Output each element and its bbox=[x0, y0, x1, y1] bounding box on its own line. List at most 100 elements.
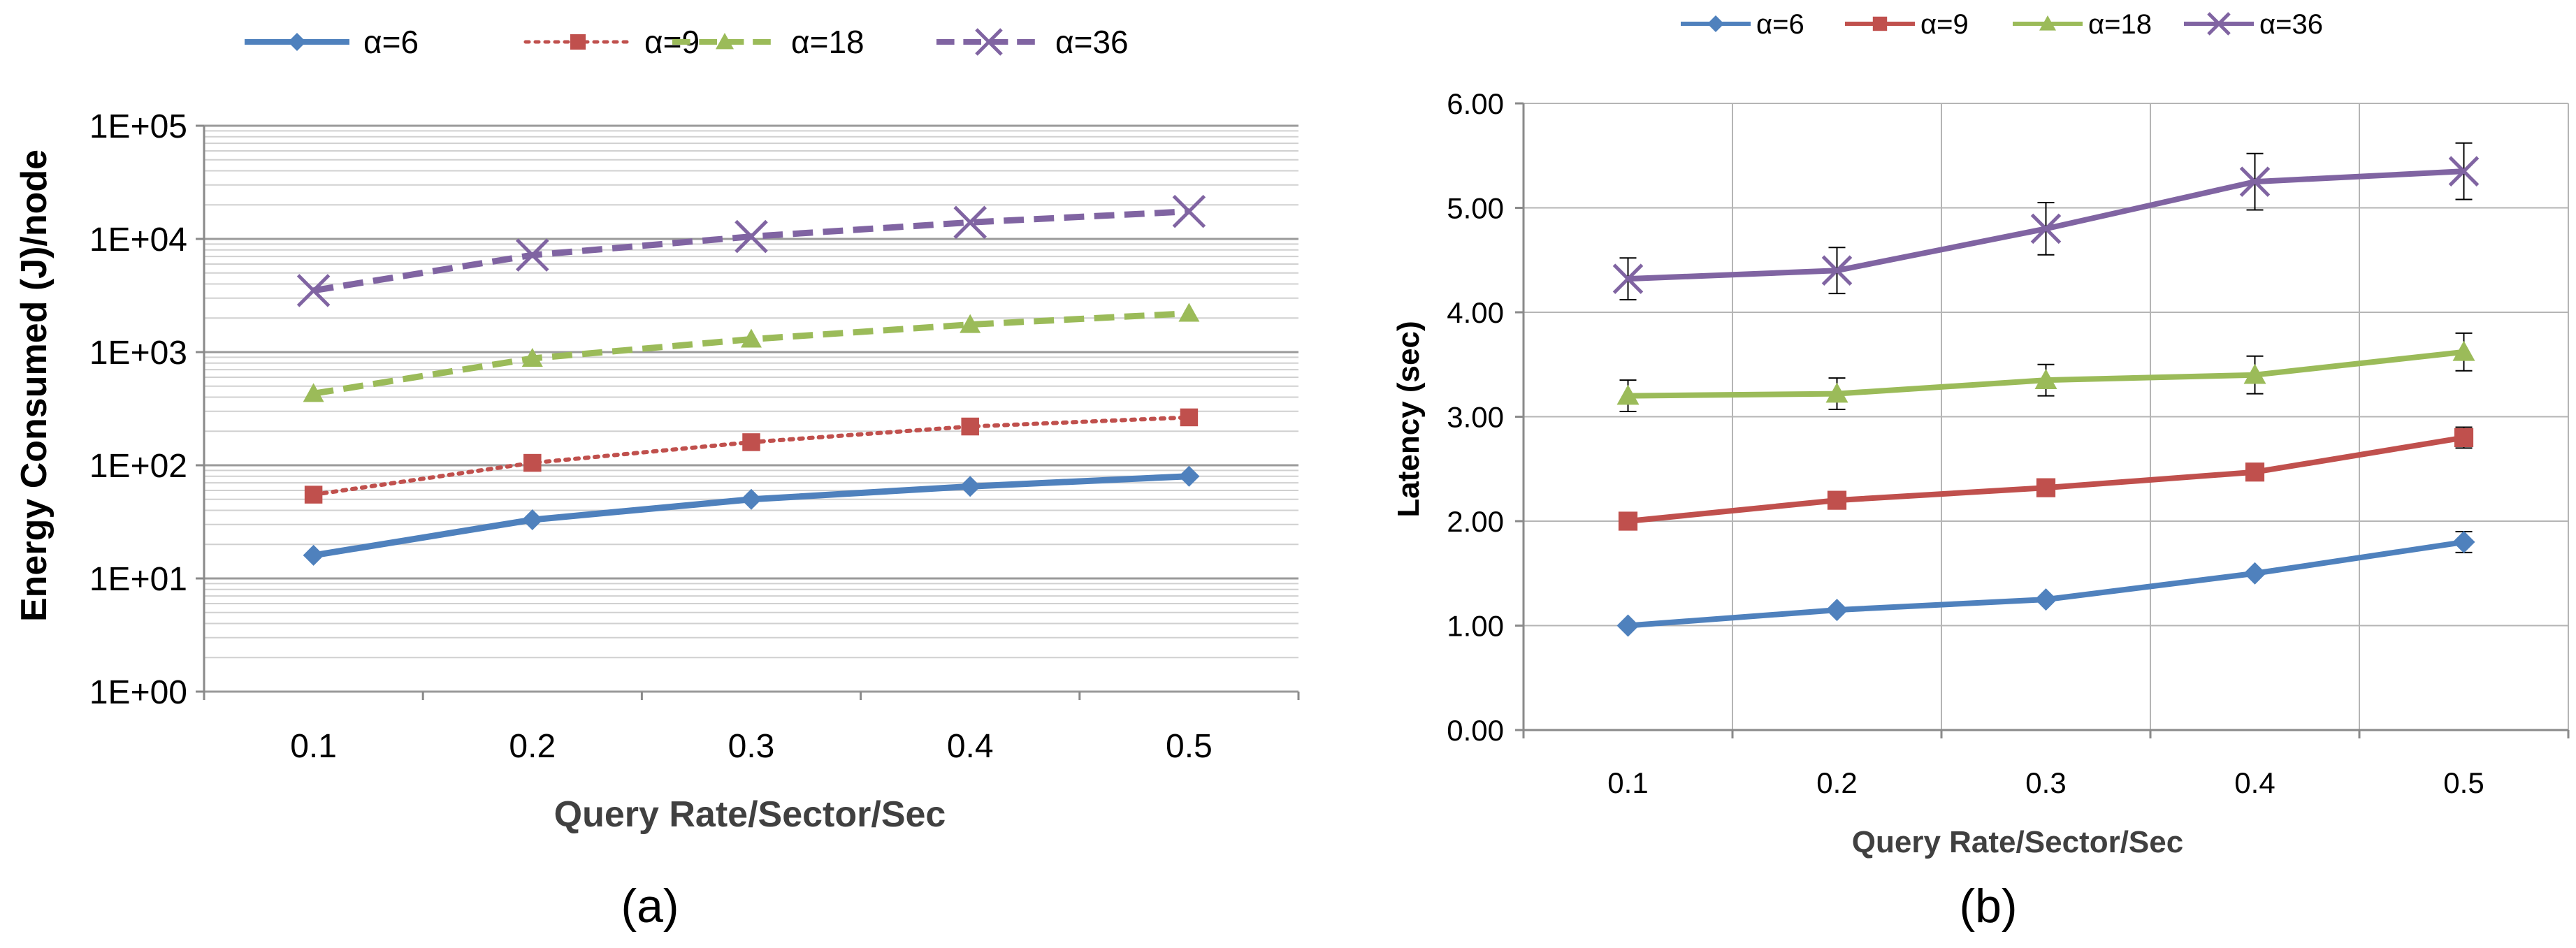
chart-a-data-point-stroke-2 bbox=[735, 219, 768, 254]
chart-a: 1E+00 1E+01 1E+02 1E+03 1E+04 1E+05 0.1 0.2 0.3… bbox=[14, 24, 1300, 933]
chart-a-data-point bbox=[516, 238, 549, 272]
chart-b-data-point bbox=[2036, 478, 2056, 497]
chart-a-x-tick-label: 0.3 bbox=[728, 728, 775, 765]
chart-a-y-tick-label: 1E+04 bbox=[89, 221, 187, 258]
chart-b-series-2 bbox=[1618, 426, 2474, 531]
chart-b-data-point bbox=[1618, 511, 1638, 531]
chart-b-data-point bbox=[2454, 428, 2474, 447]
chart-a-series-3 bbox=[303, 302, 1200, 402]
chart-b-x-tick-label: 0.4 bbox=[2234, 766, 2275, 799]
chart-b-data-point bbox=[2245, 462, 2265, 482]
chart-b-data-point bbox=[2448, 156, 2480, 187]
chart-a-data-point bbox=[1172, 194, 1206, 228]
chart-a-y-tick-label: 1E+01 bbox=[89, 561, 187, 598]
chart-a-x-tick-label: 0.1 bbox=[290, 728, 337, 765]
chart-b-y-axis-label: Latency (sec) bbox=[1391, 321, 1426, 517]
chart-a-y-tick-label: 1E+03 bbox=[89, 335, 187, 372]
chart-a-legend-label: α=6 bbox=[363, 24, 419, 60]
chart-a-legend-marker-stroke-2 bbox=[975, 28, 1003, 56]
chart-b-panel-label: (b) bbox=[1959, 880, 2017, 933]
chart-b-legend-item: α=18 bbox=[2013, 9, 2152, 40]
chart-a-series-2 bbox=[304, 408, 1199, 504]
chart-a-data-point bbox=[303, 383, 324, 402]
chart-a-data-point bbox=[521, 347, 543, 367]
chart-a-data-point bbox=[742, 433, 760, 451]
chart-a-data-point bbox=[960, 476, 981, 497]
chart-a-legend-item: α=6 bbox=[245, 24, 419, 60]
chart-a-x-axis-label: Query Rate/Sector/Sec bbox=[554, 794, 946, 835]
chart-a-legend-marker bbox=[288, 33, 306, 51]
chart-b-data-point bbox=[2452, 530, 2475, 553]
chart-b-x-tick-label: 0.2 bbox=[1816, 766, 1857, 799]
chart-a-x-tick-label: 0.2 bbox=[509, 728, 556, 765]
chart-b-series-1 bbox=[1616, 530, 2475, 637]
chart-b-data-point bbox=[2239, 166, 2271, 197]
chart-b-y-tick-label: 4.00 bbox=[1447, 296, 1504, 329]
chart-a-data-point bbox=[296, 274, 331, 307]
chart-b-data-point-stroke-2 bbox=[2448, 156, 2480, 187]
chart-b-data-point bbox=[2243, 363, 2266, 384]
chart-a-data-point bbox=[960, 314, 981, 333]
chart-b-data-point bbox=[1825, 382, 1848, 403]
chart-a-y-tick-label: 1E+02 bbox=[89, 448, 187, 485]
chart-b-y-tick-labels: 0.00 1.00 2.00 3.00 4.00 5.00 6.00 bbox=[1447, 87, 1504, 747]
chart-b-x-tick-labels: 0.1 0.2 0.3 0.4 0.5 bbox=[1607, 766, 2484, 799]
chart-b-legend-marker bbox=[2039, 15, 2056, 31]
chart-a-panel-label: (a) bbox=[621, 880, 679, 933]
chart-b-axes bbox=[1515, 102, 2570, 738]
chart-b-legend-item: α=36 bbox=[2184, 9, 2323, 40]
chart-a-series bbox=[296, 194, 1206, 566]
chart-a-data-point bbox=[523, 453, 542, 472]
chart-b-data-point bbox=[1827, 490, 1847, 510]
chart-b-legend-label: α=6 bbox=[1756, 9, 1804, 40]
chart-b-data-point-stroke-2 bbox=[1821, 255, 1853, 286]
chart-a-legend-marker bbox=[975, 28, 1003, 56]
chart-b-data-point bbox=[2030, 213, 2062, 245]
chart-b-data-point bbox=[1616, 614, 1640, 637]
chart-a-data-point bbox=[961, 417, 979, 436]
chart-b-data-point bbox=[2034, 588, 2057, 611]
chart-b-y-tick-label: 3.00 bbox=[1447, 401, 1504, 434]
chart-b-legend-label: α=9 bbox=[1920, 9, 1969, 40]
chart-a-legend-marker bbox=[716, 33, 734, 50]
chart-a-data-point-stroke-2 bbox=[516, 238, 549, 272]
chart-a-data-point bbox=[521, 509, 543, 531]
chart-b-y-tick-label: 1.00 bbox=[1447, 610, 1504, 643]
chart-a-data-point bbox=[741, 328, 762, 348]
chart-a-x-tick-label: 0.4 bbox=[947, 728, 994, 765]
chart-b-data-point bbox=[1821, 255, 1853, 286]
chart-a-data-point bbox=[953, 205, 987, 240]
chart-b-legend: α=6 α=9 α=18 α=36 bbox=[1681, 9, 2323, 40]
chart-a-data-point bbox=[1178, 465, 1200, 487]
chart-b-x-tick-label: 0.5 bbox=[2443, 766, 2484, 799]
chart-a-legend-label: α=36 bbox=[1055, 24, 1129, 60]
chart-a-legend-item: α=18 bbox=[672, 24, 864, 60]
chart-a-series-4 bbox=[296, 194, 1206, 307]
chart-a-y-tick-labels: 1E+00 1E+01 1E+02 1E+03 1E+04 1E+05 bbox=[89, 108, 187, 711]
chart-b-legend-marker bbox=[1872, 16, 1888, 31]
chart-a-data-point bbox=[741, 488, 762, 510]
chart-b-data-point bbox=[2034, 369, 2057, 389]
chart-b-data-point bbox=[1616, 384, 1640, 405]
chart-b-legend-marker bbox=[1707, 15, 1724, 32]
chart-b-series-3 bbox=[1616, 332, 2475, 413]
chart-b-data-point-stroke-2 bbox=[1612, 263, 1644, 294]
chart-a-legend-item: α=9 bbox=[523, 24, 700, 60]
chart-b-x-tick-label: 0.1 bbox=[1607, 766, 1648, 799]
chart-a-y-axis-label: Energy Consumed (J)/node bbox=[14, 150, 55, 622]
chart-b: 0.001.002.003.004.005.006.00 0.1 0.2 0.3 0.… bbox=[1391, 9, 2570, 933]
chart-b-data-point-stroke-2 bbox=[2239, 166, 2271, 197]
chart-b-legend-marker-stroke-2 bbox=[2207, 12, 2231, 36]
chart-a-data-point bbox=[1180, 408, 1199, 427]
chart-a-legend: α=6 α=9 α=18 α=36 bbox=[245, 24, 1129, 60]
chart-b-x-tick-label: 0.3 bbox=[2025, 766, 2066, 799]
chart-b-series-4 bbox=[1612, 142, 2480, 301]
chart-b-data-point bbox=[1612, 263, 1644, 294]
chart-b-data-point bbox=[1825, 599, 1848, 622]
chart-b-data-point bbox=[2243, 562, 2266, 585]
chart-a-series-1 bbox=[303, 465, 1200, 566]
chart-a-data-point bbox=[303, 544, 324, 566]
chart-b-data-point bbox=[2452, 340, 2475, 361]
chart-b-legend-item: α=6 bbox=[1681, 9, 1804, 40]
chart-b-legend-item: α=9 bbox=[1845, 9, 1969, 40]
